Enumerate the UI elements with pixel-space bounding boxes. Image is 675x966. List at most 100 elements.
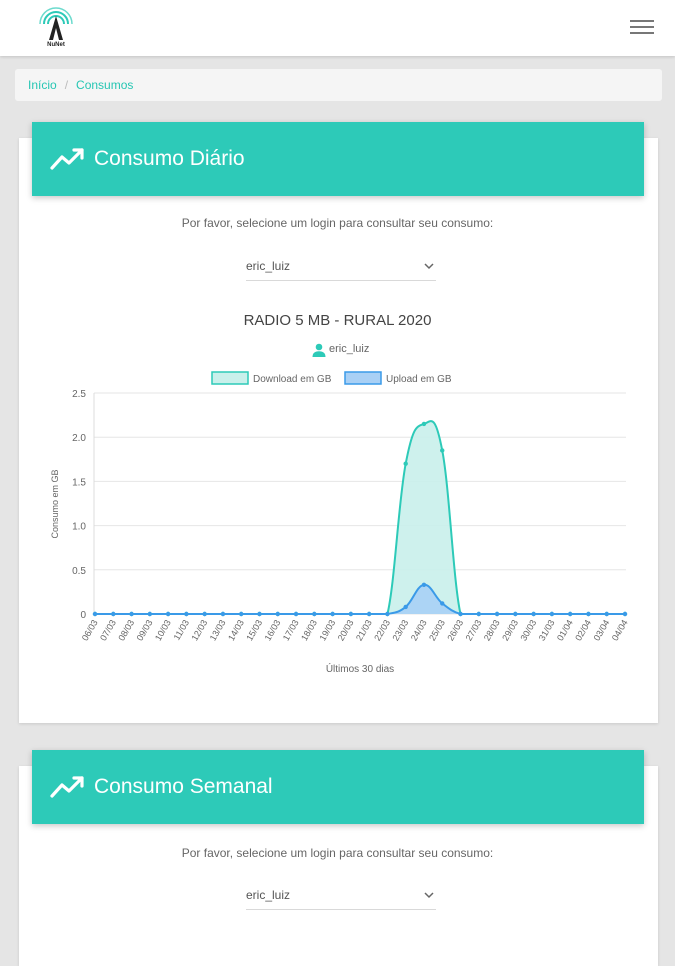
upload-point bbox=[293, 611, 299, 617]
daily-login-prompt: Por favor, selecione um login para consu… bbox=[181, 216, 494, 230]
daily-consumption-chart: Download em GB Upload em GB 0 0.5 1.0 1.5 2.0 2… bbox=[50, 371, 630, 675]
chart-plan-title: RADIO 5 MB - RURAL 2020 bbox=[243, 312, 432, 329]
upload-point bbox=[165, 611, 171, 617]
upload-point bbox=[513, 611, 518, 617]
legend-swatch bbox=[211, 371, 249, 385]
upload-point bbox=[531, 611, 536, 617]
legend-swatch bbox=[344, 371, 382, 385]
x-tick-label: 16/03 bbox=[263, 618, 283, 643]
trend-line-icon bbox=[50, 776, 84, 798]
x-tick-label: 22/03 bbox=[372, 618, 392, 643]
upload-point bbox=[348, 611, 354, 617]
y-tick-label: 1.0 bbox=[72, 522, 86, 533]
y-tick-label: 0 bbox=[80, 610, 86, 621]
weekly-login-select[interactable]: eric_luiz bbox=[246, 884, 436, 910]
upload-point bbox=[476, 611, 481, 617]
upload-point bbox=[92, 611, 98, 617]
download-point bbox=[421, 421, 427, 427]
chevron-down-icon bbox=[424, 892, 434, 899]
upload-point bbox=[567, 611, 573, 617]
upload-point bbox=[494, 611, 500, 617]
x-tick-label: 17/03 bbox=[281, 618, 301, 643]
daily-card-title: Consumo Diário bbox=[94, 147, 245, 170]
daily-card-header: Consumo Diário bbox=[32, 122, 644, 196]
upload-point bbox=[458, 611, 463, 617]
daily-login-select[interactable]: eric_luiz bbox=[246, 255, 436, 281]
x-axis-title: Últimos 30 dias bbox=[326, 662, 394, 675]
upload-point bbox=[275, 611, 280, 617]
hamburger-menu-icon[interactable] bbox=[630, 20, 654, 36]
y-axis-title: Consumo em GB bbox=[50, 469, 60, 538]
x-tick-label: 27/03 bbox=[464, 618, 484, 643]
upload-point bbox=[239, 611, 244, 617]
x-tick-label: 20/03 bbox=[336, 618, 356, 643]
upload-point bbox=[129, 611, 134, 617]
daily-login-select-value: eric_luiz bbox=[246, 259, 291, 273]
x-tick-label: 02/04 bbox=[573, 618, 593, 643]
upload-point bbox=[202, 611, 207, 617]
x-tick-label: 19/03 bbox=[317, 618, 337, 643]
legend-label: Download em GB bbox=[253, 374, 332, 385]
weekly-login-select-value: eric_luiz bbox=[246, 888, 291, 902]
x-tick-label: 28/03 bbox=[482, 618, 502, 643]
x-tick-label: 23/03 bbox=[390, 618, 410, 643]
x-tick-label: 11/03 bbox=[172, 618, 192, 642]
breadcrumb-current-link[interactable]: Consumos bbox=[76, 78, 134, 92]
x-tick-label: 07/03 bbox=[98, 618, 118, 643]
download-point bbox=[440, 448, 445, 453]
breadcrumb: Início / Consumos bbox=[15, 69, 662, 101]
x-tick-label: 03/04 bbox=[592, 618, 612, 643]
upload-point bbox=[622, 611, 628, 617]
x-tick-label: 08/03 bbox=[116, 618, 136, 643]
logo-text: NuNet bbox=[47, 42, 65, 48]
download-point bbox=[403, 461, 408, 466]
chart-user-name: eric_luiz bbox=[329, 343, 370, 355]
x-tick-label: 12/03 bbox=[189, 618, 209, 643]
upload-line bbox=[95, 583, 625, 615]
x-tick-label: 25/03 bbox=[427, 618, 447, 643]
x-tick-label: 14/03 bbox=[226, 618, 246, 643]
weekly-login-prompt: Por favor, selecione um login para consu… bbox=[181, 846, 494, 860]
y-tick-label: 2.0 bbox=[72, 433, 86, 444]
brand-logo[interactable]: NuNet bbox=[32, 6, 80, 52]
x-tick-label: 24/03 bbox=[409, 618, 429, 643]
upload-point bbox=[549, 611, 555, 617]
y-tick-label: 0.5 bbox=[72, 566, 86, 577]
top-navbar: NuNet bbox=[0, 0, 675, 56]
download-line bbox=[95, 420, 625, 615]
x-tick-label: 30/03 bbox=[518, 618, 538, 643]
x-tick-label: 29/03 bbox=[500, 618, 520, 643]
upload-point bbox=[220, 611, 226, 617]
weekly-consumption-card: Consumo Semanal bbox=[19, 750, 658, 966]
x-tick-label: 09/03 bbox=[135, 618, 155, 643]
upload-point bbox=[147, 611, 153, 617]
upload-point bbox=[111, 611, 116, 617]
x-tick-label: 18/03 bbox=[299, 618, 319, 643]
daily-consumption-card: Consumo Diário bbox=[19, 122, 658, 723]
x-tick-label: 10/03 bbox=[153, 618, 173, 643]
upload-point bbox=[330, 611, 335, 617]
x-tick-label: 31/03 bbox=[537, 618, 557, 643]
x-tick-label: 01/04 bbox=[555, 618, 575, 643]
user-icon bbox=[312, 343, 326, 357]
x-tick-label: 21/03 bbox=[354, 618, 374, 643]
weekly-card-header: Consumo Semanal bbox=[32, 750, 644, 824]
upload-area bbox=[95, 584, 625, 614]
upload-point bbox=[421, 582, 427, 588]
upload-point bbox=[586, 611, 591, 617]
breadcrumb-home-link[interactable]: Início bbox=[28, 78, 57, 92]
upload-point bbox=[184, 611, 189, 617]
y-tick-label: 2.5 bbox=[72, 389, 86, 400]
upload-point bbox=[440, 601, 445, 606]
upload-point bbox=[403, 604, 408, 610]
upload-point bbox=[604, 611, 609, 617]
x-tick-label: 26/03 bbox=[445, 618, 465, 643]
weekly-card-title: Consumo Semanal bbox=[94, 775, 273, 798]
trend-line-icon bbox=[50, 148, 84, 170]
x-tick-label: 13/03 bbox=[208, 618, 228, 643]
x-tick-label: 15/03 bbox=[244, 618, 264, 643]
y-tick-label: 1.5 bbox=[72, 477, 86, 488]
download-area bbox=[95, 421, 625, 614]
x-tick-label: 06/03 bbox=[80, 618, 100, 643]
upload-point bbox=[312, 611, 317, 617]
